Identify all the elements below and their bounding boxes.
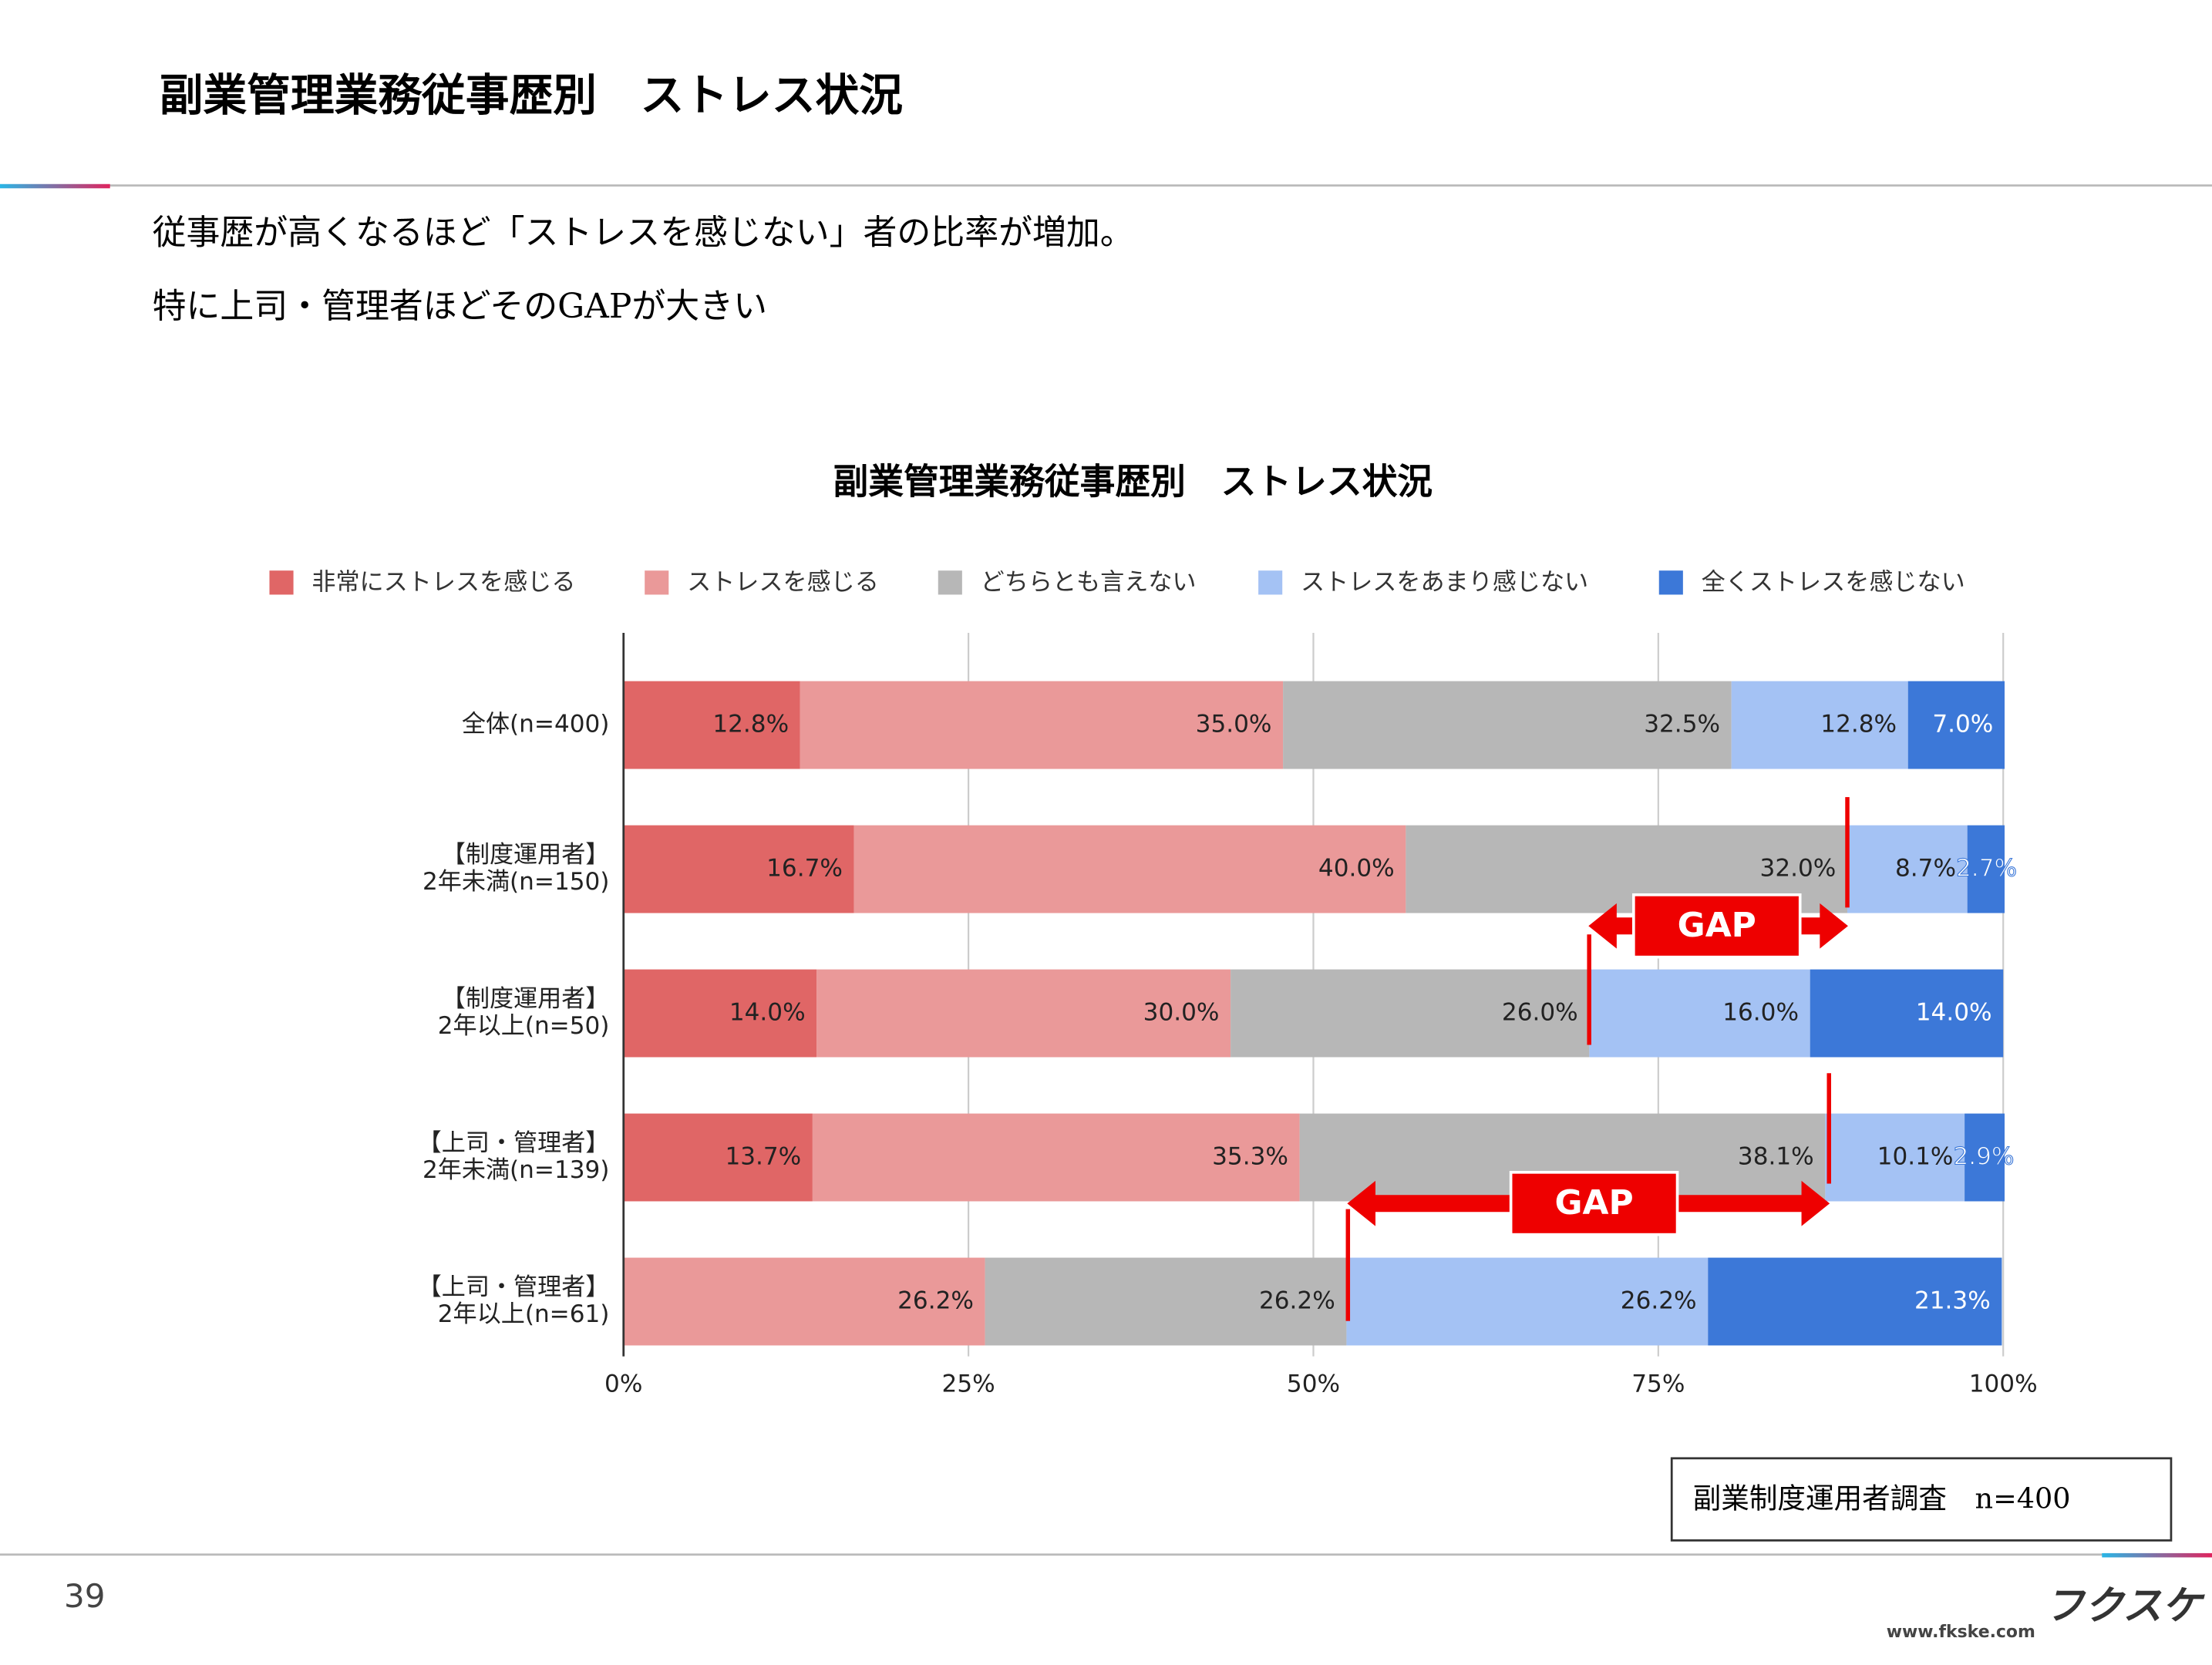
value-label: 10.1% (1877, 1142, 1954, 1170)
bar-segment (816, 969, 1231, 1058)
legend-label: どちらとも言えない (981, 569, 1197, 597)
value-label: 2.9% (1953, 1142, 2014, 1170)
bar-segment (1731, 681, 1908, 769)
logo: フクスケ (2045, 1583, 2205, 1629)
bar-segment (1810, 969, 2004, 1058)
bar-segment (1708, 1257, 2002, 1346)
bar-segment (1283, 681, 1732, 769)
bar-segment (623, 1113, 813, 1202)
value-label: 14.0% (1916, 999, 1992, 1027)
value-label: 40.0% (1318, 855, 1395, 883)
bar-segment (985, 1257, 1347, 1346)
bar-segment (1965, 1113, 2005, 1202)
bar-segment (1907, 681, 2005, 769)
value-label: 35.0% (1196, 711, 1272, 738)
bar-segment (1967, 825, 2005, 913)
value-label: 32.0% (1760, 855, 1837, 883)
legend-swatch (1658, 570, 1683, 595)
bar-segment (853, 825, 1406, 913)
bar-segment (812, 1113, 1300, 1202)
annotation: GAP (1554, 1183, 1633, 1223)
value-label: 21.3% (1914, 1287, 1991, 1314)
legend-swatch (645, 570, 669, 595)
x-tick-label: 75% (1631, 1370, 1685, 1398)
value-label: 30.0% (1143, 999, 1220, 1027)
value-label: 8.7% (1895, 855, 1956, 883)
value-label: 26.2% (1259, 1287, 1335, 1314)
legend-swatch (938, 570, 962, 595)
accent (2102, 1552, 2212, 1558)
x-tick-label: 50% (1287, 1370, 1340, 1398)
y-tick-label: 全体(n=400) (462, 711, 610, 738)
lead-line: 特に上司・管理者ほどそのGAPが大きい (153, 287, 767, 326)
y-tick-label: 【制度運用者】 2年以上(n=50) (438, 985, 610, 1040)
page-title: 副業管理業務従事歴別 ストレス状況 (160, 70, 903, 121)
note: 副業制度運用者調査 n=400 (1693, 1482, 2071, 1515)
legend-label: ストレスを感じる (687, 569, 879, 597)
x-tick-label: 0% (604, 1370, 642, 1398)
y-tick-label: 【上司・管理者】 2年以上(n=61) (418, 1273, 610, 1328)
bar-segment (800, 681, 1284, 769)
value-label: 26.0% (1502, 999, 1578, 1027)
bar-segment (1231, 969, 1590, 1058)
value-label: 12.8% (712, 711, 789, 738)
value-label: 16.0% (1722, 999, 1799, 1027)
bar-segment (1589, 969, 1810, 1058)
legend-label: 全くストレスを感じない (1702, 569, 1965, 597)
bar-segment (623, 1257, 985, 1346)
chart-title: 副業管理業務従事歴別 ストレス状況 (833, 461, 1433, 503)
value-label: 16.7% (766, 855, 843, 883)
value-label: 12.8% (1820, 711, 1897, 738)
y-tick-label: 【制度運用者】 2年未満(n=150) (423, 841, 609, 896)
value-label: 26.2% (1621, 1287, 1697, 1314)
value-label: 35.3% (1212, 1142, 1288, 1170)
value-label: 7.0% (1932, 711, 1993, 738)
legend-label: ストレスをあまり感じない (1301, 569, 1588, 597)
bar-segment (623, 681, 800, 769)
value-label: 32.5% (1644, 711, 1720, 738)
gap-markers (1345, 797, 1850, 1321)
legend-label: 非常にストレスを感じる (311, 569, 575, 597)
legend-swatch (1258, 570, 1283, 595)
y-tick-label: 【上司・管理者】 2年未満(n=139) (418, 1129, 610, 1184)
accent (0, 183, 110, 189)
value-label: 14.0% (729, 999, 806, 1027)
note-box (1670, 1457, 2173, 1542)
bar-segment (1847, 825, 1968, 913)
value-label: 2.7% (1956, 855, 2017, 883)
bar-segment (1825, 1113, 1965, 1202)
value-label: 26.2% (897, 1287, 974, 1314)
url: www.fkske.com (1887, 1623, 2035, 1642)
page-number: 39 (64, 1577, 106, 1615)
value-label: 38.1% (1738, 1142, 1814, 1170)
legend-swatch (269, 570, 294, 595)
value-label: 13.7% (725, 1142, 801, 1170)
bar-segment (1346, 1257, 1709, 1346)
lead-line: 従事歴が高くなるほど「ストレスを感じない」者の比率が増加。 (153, 213, 1134, 252)
x-tick-label: 100% (1969, 1370, 2038, 1398)
bar-segment (623, 969, 817, 1058)
annotation: GAP (1678, 906, 1756, 945)
plot: 非常にストレスを感じる ストレスを感じる どちらとも言えない ストレスをあまり感じない… (269, 569, 2038, 1398)
bar-segment (623, 825, 854, 913)
x-tick-label: 25% (942, 1370, 995, 1398)
